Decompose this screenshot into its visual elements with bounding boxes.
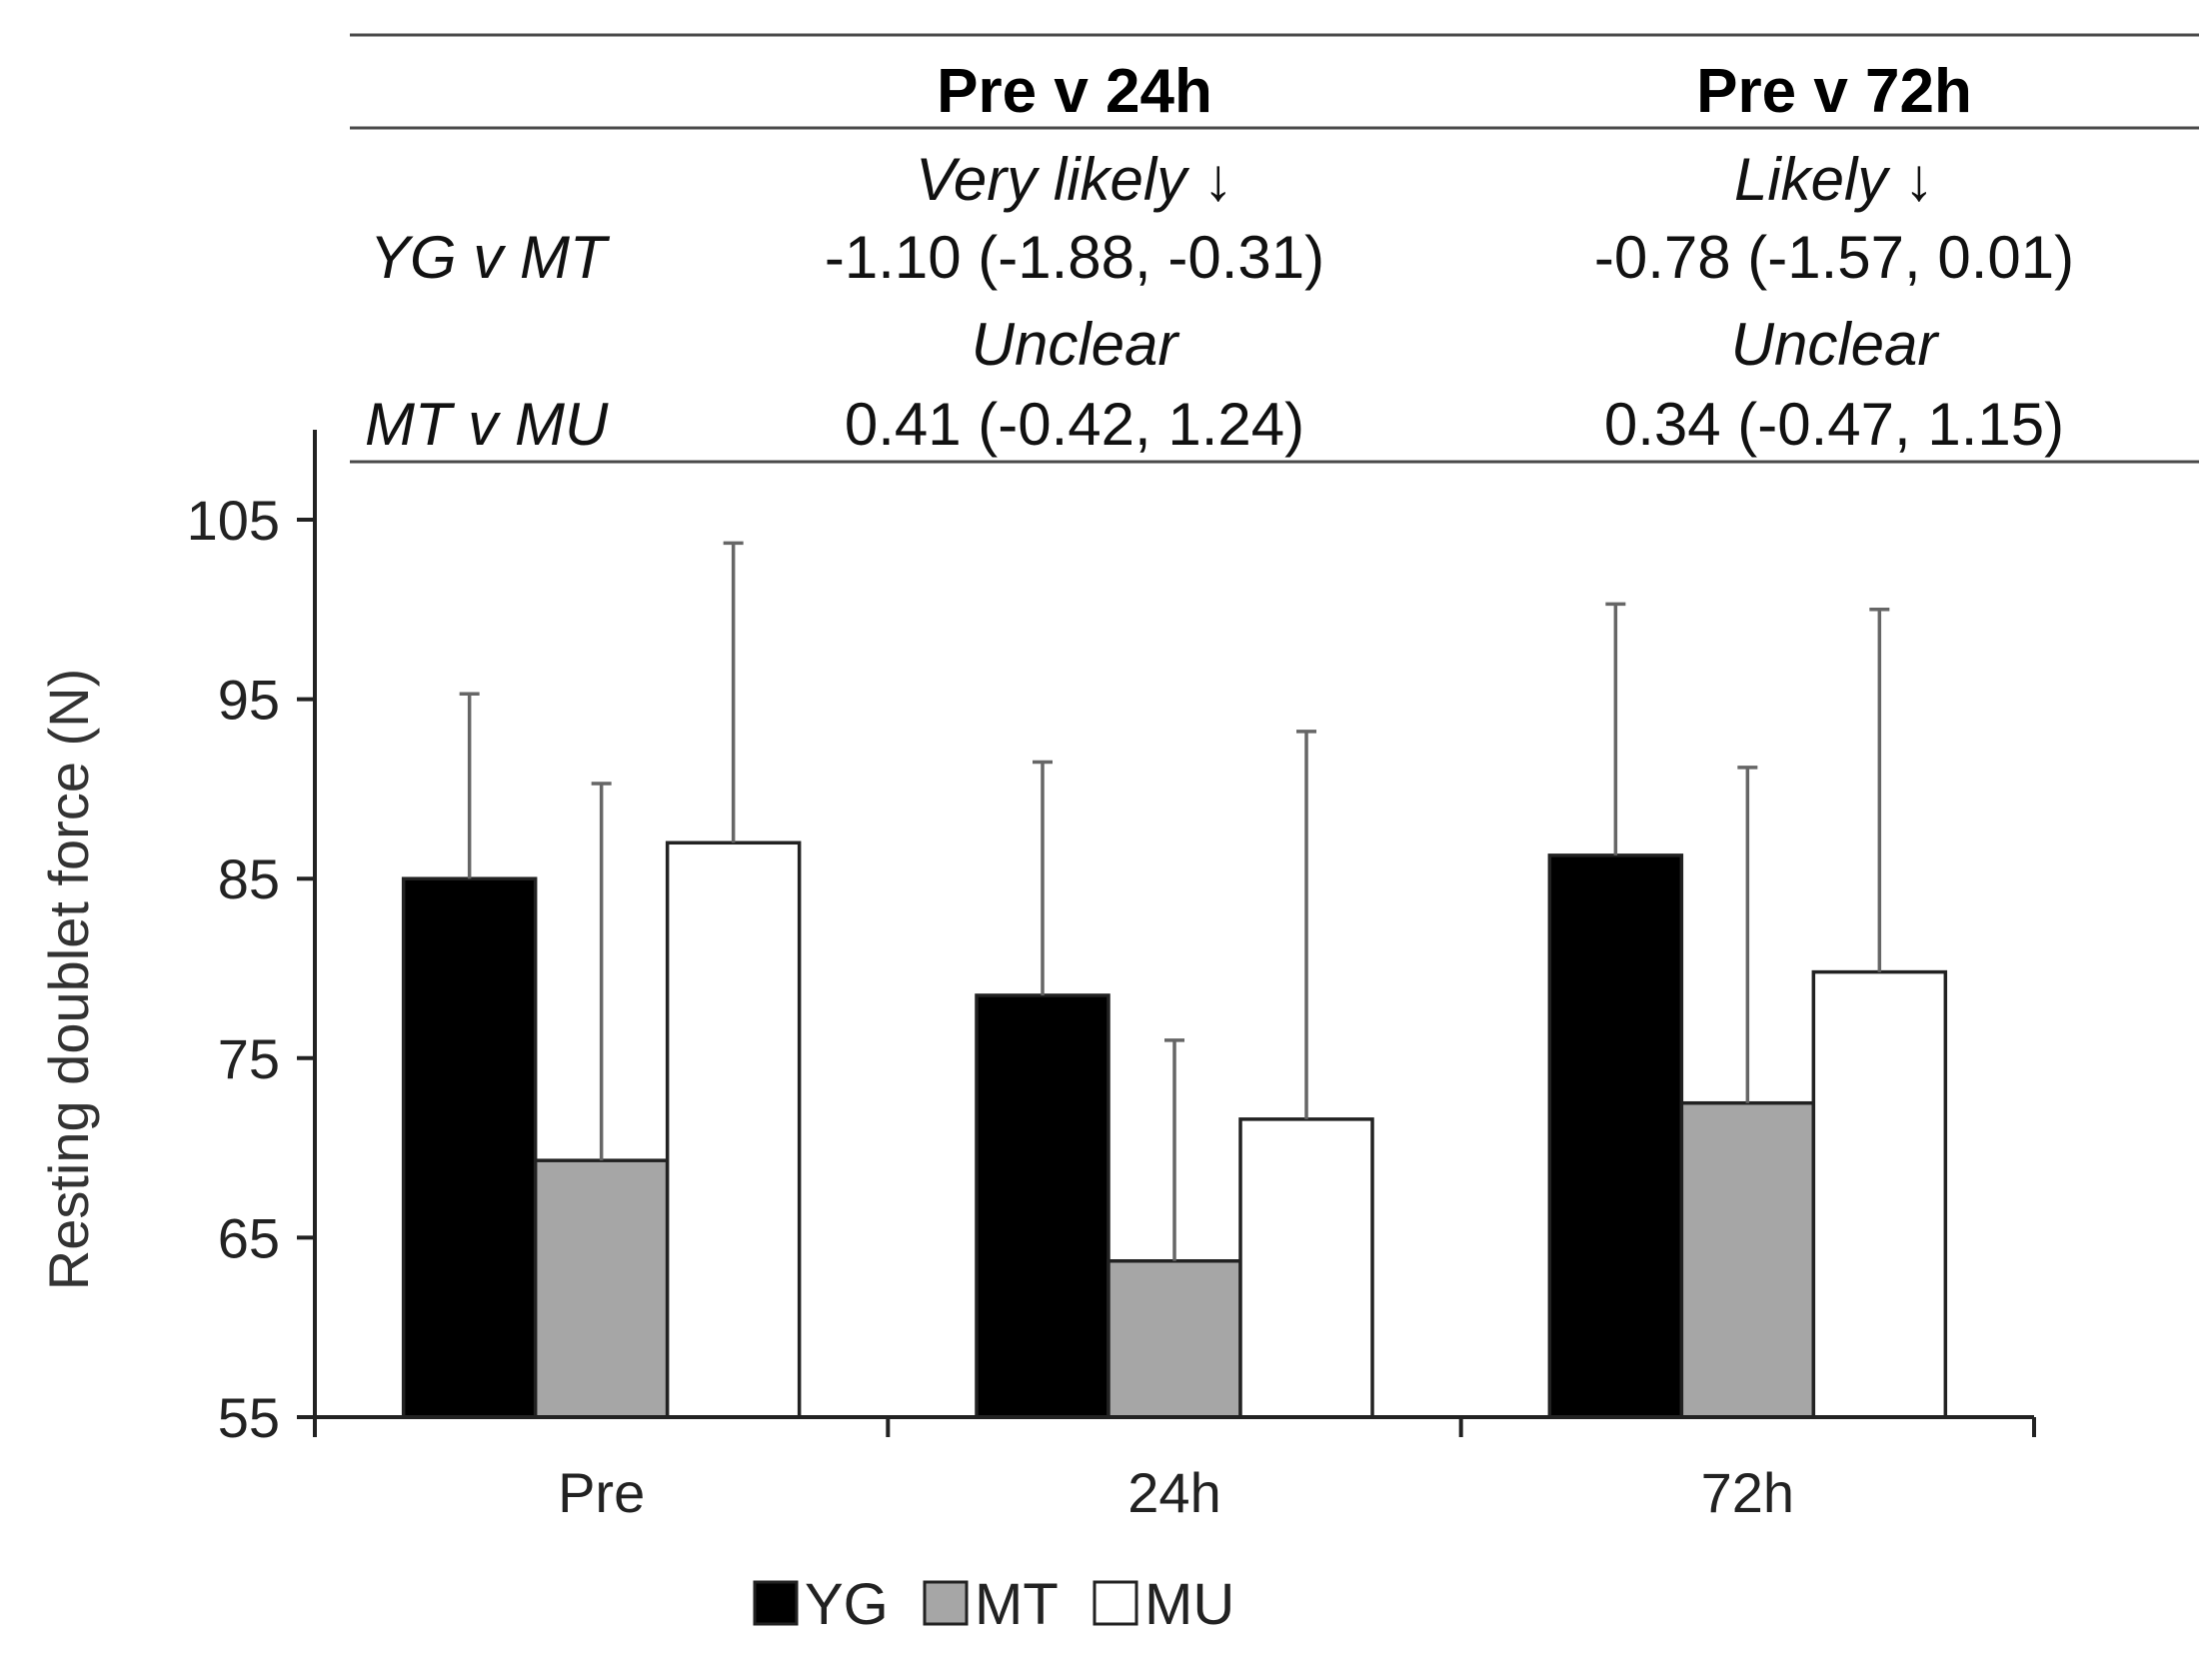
stat-qualifier-mt-mu-24h: Unclear bbox=[972, 311, 1180, 378]
legend-label-YG: YG bbox=[805, 1572, 889, 1637]
legend-swatch-YG bbox=[753, 1580, 799, 1626]
stat-value-mt-mu-72h: 0.34 (-0.47, 1.15) bbox=[1604, 391, 2064, 458]
legend-label-MU: MU bbox=[1144, 1572, 1234, 1637]
col-header-pre-v-24h: Pre v 24h bbox=[937, 57, 1212, 126]
bars-layer bbox=[401, 840, 1948, 1419]
stat-value-yg-mt-72h: -0.78 (-1.57, 0.01) bbox=[1594, 224, 2074, 291]
row-label-mt-v-mu: MT v MU bbox=[365, 391, 609, 458]
stat-qualifier-yg-mt-24h: Very likely ↓ bbox=[916, 146, 1233, 213]
y-tick-label-65: 65 bbox=[218, 1206, 280, 1269]
bar-YG-72h bbox=[1547, 853, 1684, 1419]
row-label-yg-v-mt: YG v MT bbox=[370, 224, 611, 291]
error-bars-layer bbox=[459, 541, 1890, 1261]
legend-swatch-MT bbox=[923, 1580, 969, 1626]
y-tick-label-105: 105 bbox=[187, 489, 280, 552]
y-axis-title: Resting doublet force (N) bbox=[37, 669, 100, 1291]
bar-MT-Pre bbox=[533, 1158, 670, 1419]
col-header-pre-v-72h: Pre v 72h bbox=[1696, 57, 1972, 126]
y-tick-label-55: 55 bbox=[218, 1386, 280, 1449]
bar-MT-72h bbox=[1679, 1100, 1816, 1419]
stat-value-mt-mu-24h: 0.41 (-0.42, 1.24) bbox=[845, 391, 1304, 458]
bar-MT-24h bbox=[1106, 1258, 1242, 1419]
legend-label-MT: MT bbox=[975, 1572, 1059, 1637]
stat-qualifier-yg-mt-72h: Likely ↓ bbox=[1734, 146, 1934, 213]
stat-qualifier-mt-mu-72h: Unclear bbox=[1731, 311, 1940, 378]
bar-MU-24h bbox=[1238, 1117, 1374, 1419]
y-tick-label-85: 85 bbox=[218, 847, 280, 910]
bar-YG-Pre bbox=[401, 876, 538, 1419]
bar-YG-24h bbox=[975, 993, 1110, 1419]
legend-swatch-MU bbox=[1093, 1580, 1138, 1626]
bar-MU-Pre bbox=[665, 840, 802, 1419]
y-tick-label-75: 75 bbox=[218, 1027, 280, 1090]
x-tick-label-Pre: Pre bbox=[558, 1461, 645, 1524]
x-tick-label-72h: 72h bbox=[1701, 1461, 1794, 1524]
y-tick-label-95: 95 bbox=[218, 669, 280, 732]
legend: YG MT MU bbox=[753, 1572, 1234, 1637]
stat-value-yg-mt-24h: -1.10 (-1.88, -0.31) bbox=[825, 224, 1324, 291]
axes-layer: 55 65 75 85 95 105 Pre 24h 72h bbox=[187, 430, 2036, 1524]
x-tick-label-24h: 24h bbox=[1127, 1461, 1220, 1524]
bar-MU-72h bbox=[1811, 969, 1948, 1419]
